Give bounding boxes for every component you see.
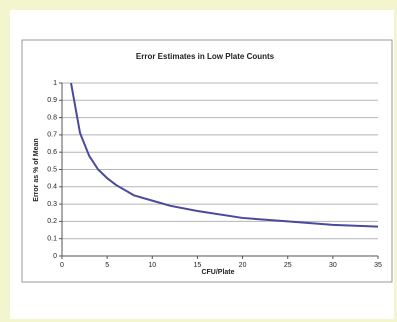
y-axis-title: Error as % of Mean [33,138,40,201]
y-tick-label: 0.5 [47,166,57,173]
x-tick-label: 10 [148,262,156,269]
y-tick-label: 0.3 [47,201,57,208]
y-tick-label: 0.2 [47,218,57,225]
y-tick-label: 0 [53,253,57,260]
y-tick-label: 0.8 [47,114,57,121]
x-tick-label: 35 [374,262,382,269]
y-tick-label: 0.7 [47,132,57,139]
y-tick-label: 0.1 [47,236,57,243]
x-tick-label: 15 [194,262,202,269]
x-tick-label: 0 [60,262,64,269]
x-tick-label: 20 [239,262,247,269]
y-tick-label: 0.6 [47,149,57,156]
x-tick-label: 5 [105,262,109,269]
chart-box [21,39,393,283]
chart-title: Error Estimates in Low Plate Counts [136,52,275,61]
x-tick-label: 30 [329,262,337,269]
y-tick-label: 1 [53,80,57,87]
x-tick-label: 25 [284,262,292,269]
y-tick-label: 0.4 [47,184,57,191]
x-axis-title: CFU/Plate [201,269,234,276]
line-series [70,82,379,228]
y-tick-label: 0.9 [47,97,57,104]
